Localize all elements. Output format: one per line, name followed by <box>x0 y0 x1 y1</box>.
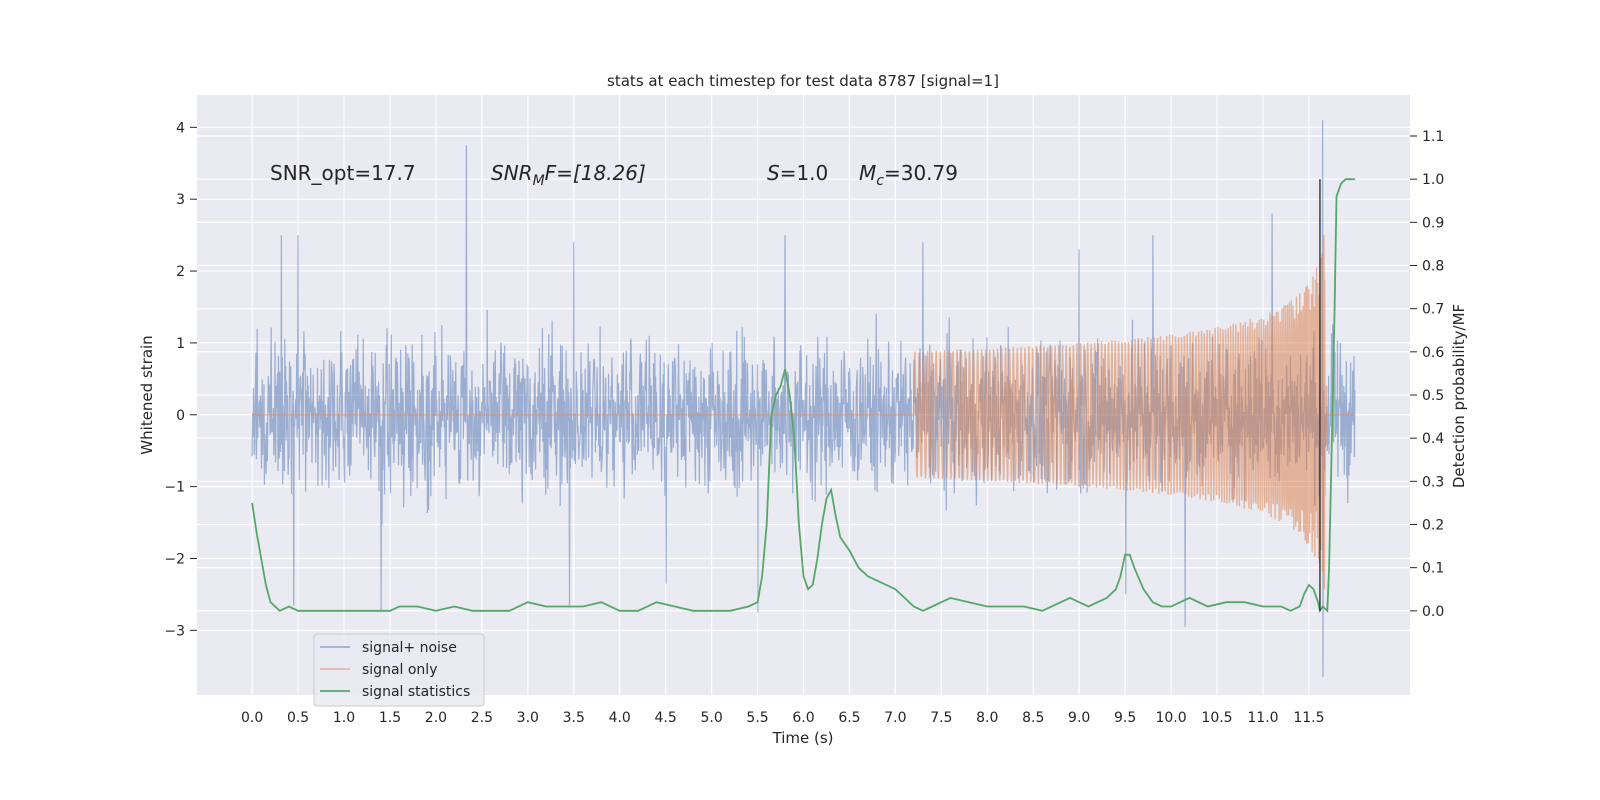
mc-main: M <box>859 161 876 185</box>
x-tick-label: 10.5 <box>1201 710 1232 726</box>
y-tick-label-left: 0 <box>176 408 185 424</box>
y-tick-label-left: 4 <box>176 120 185 136</box>
y-tick-label-right: 0.1 <box>1422 561 1444 577</box>
series-signal-only <box>252 234 1355 590</box>
y-tick-label-right: 0.5 <box>1422 388 1444 404</box>
y-tick-label-right: 1.1 <box>1422 129 1444 145</box>
chart-title: stats at each timestep for test data 878… <box>607 72 999 90</box>
snr-mf-rest: F=[18.26] <box>545 161 646 185</box>
y-tick-label-right: 0.2 <box>1422 517 1444 533</box>
x-tick-label: 2.0 <box>425 710 447 726</box>
y-tick-label-right: 0.8 <box>1422 259 1444 275</box>
x-tick-label: 0.5 <box>287 710 309 726</box>
legend-label-signal-noise: signal+ noise <box>362 640 457 656</box>
mc-subscript: c <box>876 173 884 189</box>
y-tick-label-left: 3 <box>176 192 185 208</box>
mc-rest: =30.79 <box>884 161 958 185</box>
y-tick-label-left: −3 <box>164 623 185 639</box>
x-tick-label: 2.5 <box>471 710 493 726</box>
legend-label-signal-only: signal only <box>362 662 437 678</box>
x-tick-label: 11.0 <box>1247 710 1278 726</box>
y-tick-label-right: 0.9 <box>1422 215 1444 231</box>
x-tick-label: 1.0 <box>333 710 355 726</box>
legend-label-signal-statistics: signal statistics <box>362 684 470 700</box>
y-tick-label-right: 0.7 <box>1422 302 1444 318</box>
y-tick-label-right: 1.0 <box>1422 172 1444 188</box>
y-tick-label-right: 0.3 <box>1422 474 1444 490</box>
y-tick-label-right: 0.4 <box>1422 431 1444 447</box>
legend-frame <box>313 633 485 707</box>
x-tick-label: 4.0 <box>609 710 631 726</box>
x-tick-label: 9.5 <box>1114 710 1136 726</box>
series-signal-noise <box>251 120 1356 678</box>
y-tick-label-left: 2 <box>176 264 185 280</box>
legend: signal+ noise signal only signal statist… <box>313 633 485 707</box>
y-tick-label-right: 0.0 <box>1422 604 1444 620</box>
snr-mf-subscript: M <box>533 173 545 189</box>
x-tick-label: 6.0 <box>792 710 814 726</box>
series-layer <box>251 120 1356 678</box>
x-tick-label: 10.0 <box>1155 710 1186 726</box>
x-tick-label: 1.5 <box>379 710 401 726</box>
snr-opt-annotation: SNR_opt=17.7 <box>270 161 416 185</box>
x-tick-label: 7.0 <box>884 710 906 726</box>
snr-mf-annotation: SNRMF=[18.26] <box>491 161 646 189</box>
y-tick-label-left: −1 <box>164 480 185 496</box>
y-axis-label-right: Detection probability/MF <box>1450 304 1468 488</box>
x-tick-label: 8.5 <box>1022 710 1044 726</box>
axes-layer: 0.0 0.5 1.0 1.5 2.0 2.5 3.0 3.5 4.0 4.5 5.0 5.5 6.0 6… <box>164 120 1444 726</box>
snr-mf-main: SNR <box>491 161 533 185</box>
y-tick-label-left: 1 <box>176 336 185 352</box>
y-axis-label-left: Whitened strain <box>138 335 156 454</box>
x-tick-label: 6.5 <box>838 710 860 726</box>
s-main: S <box>767 161 780 185</box>
y-tick-label-left: −2 <box>164 551 185 567</box>
x-tick-label: 5.5 <box>746 710 768 726</box>
series-signal-statistics <box>251 178 1355 614</box>
x-axis-label: Time (s) <box>772 729 834 747</box>
x-tick-label: 4.5 <box>655 710 677 726</box>
x-tick-label: 7.5 <box>930 710 952 726</box>
x-tick-label: 11.5 <box>1293 710 1324 726</box>
x-tick-label: 3.0 <box>517 710 539 726</box>
x-tick-label: 3.5 <box>563 710 585 726</box>
s-annotation: S=1.0 <box>767 161 828 185</box>
x-tick-label: 0.0 <box>241 710 263 726</box>
x-tick-label: 9.0 <box>1068 710 1090 726</box>
y-tick-label-right: 0.6 <box>1422 345 1444 361</box>
x-tick-label: 8.0 <box>976 710 998 726</box>
s-rest: =1.0 <box>780 161 829 185</box>
x-tick-label: 5.0 <box>700 710 722 726</box>
mc-annotation: Mc=30.79 <box>859 161 958 189</box>
